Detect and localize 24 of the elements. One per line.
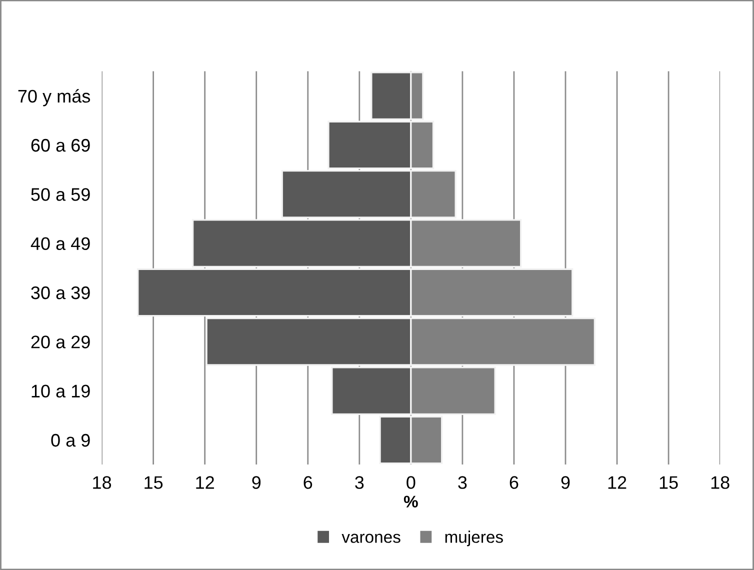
y-tick-label: 30 a 39 xyxy=(31,286,90,300)
y-tick-label: 0 a 9 xyxy=(51,434,90,447)
x-tick-label: 6 xyxy=(304,476,312,489)
x-tick-label: 6 xyxy=(510,476,518,489)
x-tick-label: 18 xyxy=(711,476,730,489)
x-tick-label: 0 xyxy=(406,476,416,489)
x-tick-label: 3 xyxy=(458,476,467,489)
y-tick-label: 70 y más xyxy=(18,89,90,106)
y-tick-label: 20 a 29 xyxy=(31,336,90,348)
x-tick-label: 9 xyxy=(252,476,261,489)
x-axis-title: % xyxy=(404,496,418,508)
y-tick-label: 10 a 19 xyxy=(32,384,90,398)
x-tick-label: 3 xyxy=(355,476,364,489)
legend-label: mujeres xyxy=(445,530,503,546)
x-tick-label: 18 xyxy=(93,476,112,489)
y-tick-label: 40 a 49 xyxy=(30,237,90,250)
x-tick-label: 12 xyxy=(608,476,626,489)
x-tick-label: 15 xyxy=(660,476,678,489)
legend-label: varones xyxy=(342,534,400,543)
x-tick-label: 12 xyxy=(196,476,214,489)
y-tick-label: 60 a 69 xyxy=(31,138,90,152)
x-tick-label: 9 xyxy=(561,476,570,489)
y-tick-label: 50 a 59 xyxy=(31,188,90,201)
x-tick-label: 15 xyxy=(144,476,163,489)
